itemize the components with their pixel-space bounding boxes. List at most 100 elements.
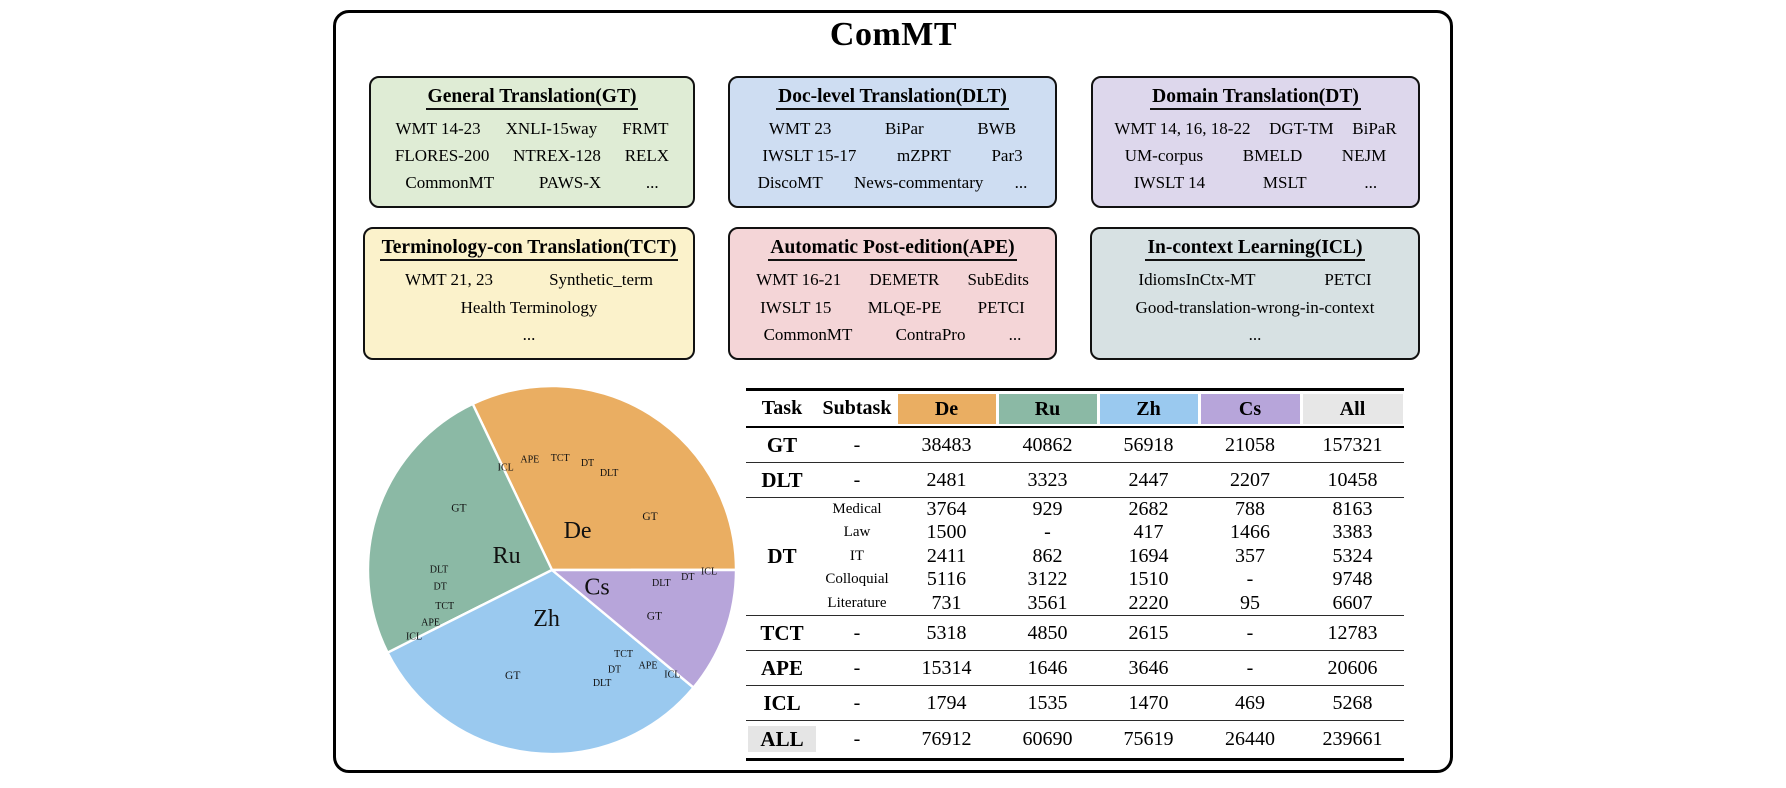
- dataset-row: IWSLT 15-17 mZPRT Par3: [742, 146, 1043, 166]
- task-label-text: APE: [761, 655, 803, 680]
- dataset-item: ...: [1248, 324, 1262, 344]
- cell-ape-cs: -: [1199, 657, 1301, 680]
- dataset-row: CommonMT ContraPro...: [742, 325, 1043, 345]
- task-box-title-text: Doc-level Translation(DLT): [776, 86, 1009, 110]
- dataset-row: ...: [377, 325, 681, 345]
- task-box-datasets: WMT 14, 16, 18-22 DGT-TM BiPaR UM-corpus BME…: [1101, 110, 1410, 200]
- task-box-tct: Terminology-con Translation(TCT) WMT 21, …: [363, 227, 695, 360]
- value: -: [1246, 621, 1254, 644]
- sunburst-wedge-zh: [386, 568, 695, 756]
- dataset-item: ...: [645, 173, 659, 192]
- col-header-fill: Cs: [1200, 393, 1300, 424]
- col-header-subtask: Subtask: [822, 397, 892, 419]
- task-box-title-text: Domain Translation(DT): [1150, 86, 1361, 110]
- task-box-dt: Domain Translation(DT) WMT 14, 16, 18-22 D…: [1091, 76, 1420, 208]
- dataset-item: Par3: [991, 146, 1023, 165]
- cell-dt-zh: 2682 417 1694 1510 2220: [1098, 498, 1199, 615]
- statistics-table: Task Subtask De Ru Zh Cs All GT - 38483 40862 56918…: [746, 388, 1404, 762]
- cell-gt-zh: 56918: [1098, 434, 1199, 457]
- dataset-item: NTREX-128: [513, 146, 601, 165]
- value: 40862: [1022, 433, 1073, 456]
- subtask-cell: -: [818, 657, 896, 680]
- task-box-title-text: In-context Learning(ICL): [1145, 237, 1365, 261]
- dataset-item: MLQE-PE: [867, 297, 942, 317]
- dataset-row: WMT 14, 16, 18-22 DGT-TM BiPaR: [1105, 119, 1406, 139]
- dataset-item: Health Terminology: [460, 297, 598, 317]
- language-label-ru: Ru: [493, 543, 521, 569]
- dataset-item: PETCI: [977, 297, 1025, 317]
- cell-all-all: 239661: [1301, 728, 1404, 751]
- dataset-item: IdiomsInCtx-MT: [1138, 270, 1256, 290]
- cell-all-zh: 75619: [1098, 728, 1199, 751]
- value: 2207: [1230, 468, 1270, 491]
- cell-dt-cs: 788 1466 357-95: [1199, 498, 1301, 615]
- subtask-name: Literature: [827, 594, 887, 611]
- task-label-text: DLT: [761, 467, 803, 492]
- value: -: [1246, 568, 1254, 591]
- dataset-item: DiscoMT: [757, 173, 823, 192]
- table-body: GT - 38483 40862 56918 21058 157321 DLT - 2481 332…: [746, 428, 1404, 758]
- value: 10458: [1327, 468, 1378, 491]
- cell-all-ru: 60690: [997, 728, 1098, 751]
- value: 12783: [1327, 621, 1378, 644]
- dataset-item: FLORES-200: [394, 146, 490, 165]
- col-header-cs: Cs: [1199, 393, 1301, 424]
- task-label-tct: TCT: [746, 621, 818, 646]
- cell-dt-ru: 929-862 3122 3561: [997, 498, 1098, 615]
- slice-label-zh-ape: APE: [639, 660, 658, 671]
- value: 1466: [1230, 521, 1270, 544]
- cell-tct-de: 5318: [896, 622, 997, 645]
- slice-label-cs-icl: ICL: [701, 567, 717, 578]
- dataset-item: News-commentary: [854, 173, 984, 192]
- task-label-dlt: DLT: [746, 468, 818, 493]
- value: 157321: [1322, 433, 1383, 456]
- cell-tct-all: 12783: [1301, 622, 1404, 645]
- task-label-dt: DT: [746, 544, 818, 569]
- task-label-icl: ICL: [746, 691, 818, 716]
- value: 357: [1235, 544, 1265, 567]
- table-row-tct: TCT - 5318 4850 2615 - 12783: [746, 616, 1404, 652]
- dataset-item: NEJM: [1341, 146, 1387, 165]
- dataset-item: CommonMT: [763, 324, 853, 344]
- task-label-text: ALL: [748, 726, 816, 753]
- value: 3122: [1027, 568, 1068, 591]
- value: 1500: [926, 521, 967, 544]
- value: 6607: [1332, 591, 1373, 614]
- subtask-cell: -: [818, 434, 896, 457]
- slice-label-zh-icl: ICL: [664, 669, 680, 680]
- task-box-title: Doc-level Translation(DLT): [738, 83, 1047, 110]
- cell-tct-ru: 4850: [997, 622, 1098, 645]
- cell-dt-all: 8163 3383 5324 9748 6607: [1301, 498, 1404, 615]
- dataset-row: UM-corpus BMELD NEJM: [1105, 146, 1406, 166]
- dataset-row: WMT 14-23 XNLI-15way FRMT: [383, 119, 681, 139]
- value: 2220: [1128, 591, 1169, 614]
- dataset-row: WMT 23 BiPar BWB: [742, 119, 1043, 139]
- slice-label-de-icl: ICL: [498, 462, 514, 473]
- cell-dlt-ru: 3323: [997, 469, 1098, 492]
- sunburst-wedge-de: [471, 384, 738, 572]
- slice-label-cs-gt: GT: [647, 610, 662, 622]
- subtask-name: Colloquial: [825, 571, 889, 588]
- col-header-de: De: [896, 393, 997, 424]
- cell-gt-cs: 21058: [1199, 434, 1301, 457]
- dataset-row: IWSLT 15 MLQE-PE PETCI: [742, 298, 1043, 318]
- table-row-ape: APE - 15314 1646 3646 - 20606: [746, 651, 1404, 687]
- dataset-item: WMT 23: [768, 119, 832, 138]
- task-label-text: GT: [766, 432, 798, 457]
- table-header-row: Task Subtask De Ru Zh Cs All: [746, 391, 1404, 428]
- table-row-icl: ICL - 1794 1535 1470 469 5268: [746, 686, 1404, 722]
- value: 5324: [1332, 544, 1373, 567]
- dataset-row: Health Terminology: [377, 298, 681, 318]
- value: 38483: [921, 433, 972, 456]
- subtask-name: -: [853, 433, 861, 456]
- task-label-all: ALL: [746, 726, 818, 753]
- col-header-ru: Ru: [997, 393, 1098, 424]
- dataset-item: mZPRT: [897, 146, 951, 165]
- task-box-title: In-context Learning(ICL): [1100, 234, 1410, 261]
- value: 9748: [1332, 568, 1373, 591]
- value: -: [1044, 521, 1051, 544]
- value: 76912: [921, 728, 972, 751]
- slice-label-zh-gt: GT: [505, 670, 520, 682]
- value: 239661: [1322, 728, 1383, 751]
- task-box-datasets: IdiomsInCtx-MT PETCI Good-translation-wron…: [1100, 261, 1410, 352]
